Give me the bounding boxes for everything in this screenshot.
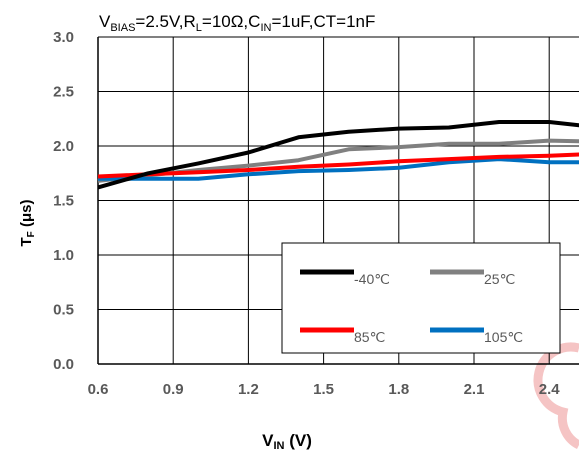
y-tick-label-5: 2.5	[53, 84, 74, 101]
x-tick-label-6: 2.4	[539, 381, 561, 398]
series-line-3	[98, 157, 579, 181]
y-tick-label-2: 1.0	[53, 247, 74, 264]
x-title-sub: IN	[273, 440, 284, 452]
tick-labels: 0.0 0.5 1.0 1.5 2.0 2.5 3.0 0.6 0.9 1.2 1.5 1.8 2.1 2…	[53, 29, 560, 398]
y-tick-label-1: 0.5	[53, 302, 74, 319]
legend-label-2: 85℃	[354, 329, 385, 345]
x-tick-label-4: 1.8	[388, 381, 409, 398]
title-segment-3: L	[196, 22, 202, 34]
series-lines	[97, 120, 579, 190]
title-segment-0: V	[99, 12, 111, 31]
legend-label-0: -40℃	[354, 271, 390, 287]
title-segment-2: =2.5V,R	[135, 12, 195, 31]
title-segment-5: IN	[260, 22, 271, 34]
x-tick-label-3: 1.5	[313, 381, 334, 398]
x-tick-label-5: 2.1	[464, 381, 485, 398]
legend-label-1: 25℃	[484, 271, 515, 287]
y-tick-label-6: 3.0	[53, 29, 74, 46]
title-segment-4: =10Ω,C	[202, 12, 261, 31]
legend-box	[281, 242, 561, 354]
x-tick-label-2: 1.2	[238, 381, 259, 398]
y-tick-label-3: 1.5	[53, 193, 74, 210]
x-axis-title: VIN (V)	[262, 431, 312, 452]
y-tick-label-0: 0.0	[53, 356, 74, 373]
x-title-main: V	[262, 431, 274, 450]
series-line-0	[97, 120, 579, 190]
series-line-2	[97, 152, 579, 179]
x-tick-label-0: 0.6	[88, 381, 109, 398]
x-tick-label-1: 0.9	[163, 381, 184, 398]
chart-title: VBIAS=2.5V,RL=10Ω,CIN=1uF,CT=1nF	[99, 12, 375, 34]
legend-label-3: 105℃	[484, 329, 523, 345]
y-title-rest: (μs)	[18, 200, 35, 232]
y-axis-title: TF (μs)	[18, 200, 37, 247]
legend: -40℃ 25℃ 85℃ 105℃	[281, 242, 561, 354]
y-tick-label-4: 2.0	[53, 138, 74, 155]
y-title-main: T	[18, 237, 35, 246]
title-segment-6: =1uF,CT=1nF	[271, 12, 375, 31]
y-title-sub: F	[26, 231, 37, 237]
x-title-rest: (V)	[284, 431, 311, 450]
title-segment-1: BIAS	[110, 22, 135, 34]
